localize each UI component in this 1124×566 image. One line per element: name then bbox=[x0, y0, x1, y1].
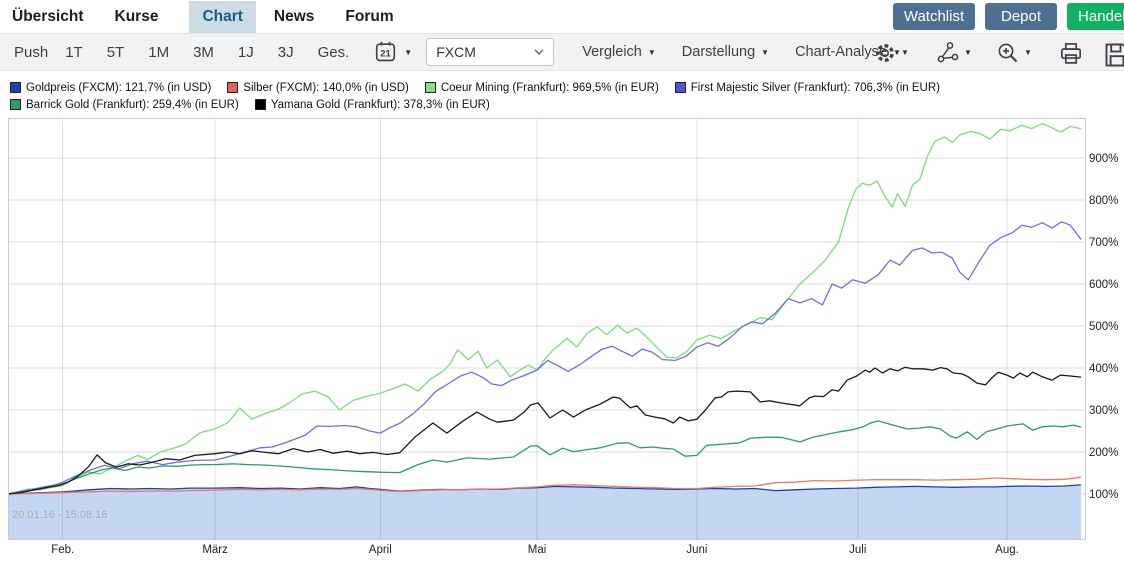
period-1m[interactable]: 1M bbox=[148, 43, 170, 61]
nav-item-forum[interactable]: Forum bbox=[345, 7, 394, 25]
performance-chart-canvas: 900% 800% 700% 600% 500% 400% 300% 200% 100% Feb.… bbox=[7, 118, 1118, 556]
svg-text:800%: 800% bbox=[1089, 195, 1118, 207]
chevron-down-icon bbox=[534, 49, 544, 55]
legend-label: First Majestic Silver (Frankfurt): 706,3… bbox=[690, 81, 940, 94]
svg-text:Juli: Juli bbox=[849, 544, 866, 556]
period-1j[interactable]: 1J bbox=[237, 43, 254, 61]
exchange-select[interactable]: FXCM bbox=[426, 38, 555, 66]
svg-text:500%: 500% bbox=[1089, 321, 1118, 333]
performance-chart: 900% 800% 700% 600% 500% 400% 300% 200% 100% Feb.… bbox=[0, 118, 1124, 561]
period-ges[interactable]: Ges. bbox=[317, 43, 350, 61]
legend-label: Barrick Gold (Frankfurt): 259,4% (in EUR… bbox=[26, 98, 239, 111]
svg-text:600%: 600% bbox=[1089, 279, 1118, 291]
settings-gear-icon[interactable] bbox=[873, 41, 897, 69]
legend-label: Coeur Mining (Frankfurt): 969,5% (in EUR… bbox=[440, 81, 659, 94]
chevron-down-icon[interactable]: ▼ bbox=[901, 48, 909, 57]
coeur-swatch bbox=[424, 82, 436, 93]
svg-text:400%: 400% bbox=[1089, 363, 1118, 375]
legend-row-2: Barrick Gold (Frankfurt): 259,4% (in EUR… bbox=[10, 96, 940, 113]
svg-text:20.01.16 - 15.08.16: 20.01.16 - 15.08.16 bbox=[12, 509, 107, 521]
chevron-down-icon: ▼ bbox=[404, 47, 413, 57]
darstellung-label: Darstellung bbox=[681, 44, 756, 60]
darstellung-menu[interactable]: Darstellung ▼ bbox=[682, 44, 769, 60]
chevron-down-icon: ▼ bbox=[892, 47, 901, 57]
legend-item-yamana-gold[interactable]: Yamana Gold (Frankfurt): 378,3% (in EUR) bbox=[254, 98, 490, 111]
chevron-down-icon[interactable]: ▼ bbox=[964, 48, 972, 57]
vergleich-menu[interactable]: Vergleich ▼ bbox=[582, 44, 656, 60]
nav-item-kurse[interactable]: Kurse bbox=[114, 7, 159, 25]
period-3m[interactable]: 3M bbox=[193, 43, 214, 61]
indicators-share-icon[interactable] bbox=[936, 41, 960, 69]
first-majestic-swatch bbox=[674, 82, 686, 93]
goldpreis-swatch bbox=[10, 82, 21, 93]
zoom-in-icon[interactable] bbox=[996, 41, 1020, 69]
period-1t[interactable]: 1T bbox=[65, 43, 83, 61]
print-icon[interactable] bbox=[1058, 41, 1084, 70]
legend-label: Goldpreis (FXCM): 121,7% (in USD) bbox=[26, 81, 212, 94]
legend-label: Yamana Gold (Frankfurt): 378,3% (in EUR) bbox=[270, 98, 490, 111]
svg-text:700%: 700% bbox=[1089, 237, 1118, 249]
period-5t[interactable]: 5T bbox=[106, 43, 125, 61]
svg-text:April: April bbox=[369, 544, 392, 556]
legend-row-1: Goldpreis (FXCM): 121,7% (in USD) Silber… bbox=[10, 79, 940, 96]
legend-label: Silber (FXCM): 140,0% (in USD) bbox=[243, 81, 409, 94]
svg-text:21: 21 bbox=[381, 49, 392, 60]
date-picker[interactable]: 21 ▼ bbox=[373, 40, 412, 64]
yamana-swatch bbox=[254, 99, 266, 110]
legend-item-barrick-gold[interactable]: Barrick Gold (Frankfurt): 259,4% (in EUR… bbox=[10, 99, 239, 111]
svg-text:100%: 100% bbox=[1089, 489, 1118, 501]
chevron-down-icon: ▼ bbox=[761, 47, 770, 57]
svg-text:Juni: Juni bbox=[686, 544, 707, 556]
chevron-down-icon: ▼ bbox=[647, 47, 656, 57]
push-toggle[interactable]: Push bbox=[14, 43, 49, 61]
nav-item-news[interactable]: News bbox=[273, 7, 315, 25]
nav-item-uebersicht[interactable]: Übersicht bbox=[12, 7, 84, 25]
svg-text:200%: 200% bbox=[1089, 447, 1118, 459]
exchange-select-value: FXCM bbox=[436, 44, 476, 60]
barrick-swatch bbox=[10, 99, 21, 110]
svg-text:300%: 300% bbox=[1089, 405, 1118, 417]
svg-text:Feb.: Feb. bbox=[51, 544, 74, 556]
watchlist-button[interactable]: Watchlist bbox=[893, 3, 975, 30]
svg-text:Aug.: Aug. bbox=[995, 544, 1019, 556]
period-3j[interactable]: 3J bbox=[277, 43, 294, 61]
legend-item-goldpreis[interactable]: Goldpreis (FXCM): 121,7% (in USD) bbox=[10, 82, 211, 94]
chevron-down-icon[interactable]: ▼ bbox=[1024, 48, 1032, 57]
handeln-button[interactable]: Handeln bbox=[1067, 3, 1124, 30]
legend-item-coeur-mining[interactable]: Coeur Mining (Frankfurt): 969,5% (in EUR… bbox=[424, 81, 659, 94]
vergleich-label: Vergleich bbox=[582, 44, 642, 60]
chart-analyse-label: Chart-Analyse bbox=[795, 44, 887, 60]
legend-item-first-majestic[interactable]: First Majestic Silver (Frankfurt): 706,3… bbox=[674, 81, 940, 94]
chart-toolbar: Push 1T 5T 1M 3M 1J 3J Ges. 21 ▼ FXCM Ve… bbox=[0, 33, 1124, 71]
svg-text:März: März bbox=[202, 544, 228, 556]
svg-text:900%: 900% bbox=[1089, 153, 1118, 165]
calendar-icon: 21 bbox=[376, 41, 396, 62]
save-icon[interactable] bbox=[1102, 41, 1124, 73]
chart-analyse-menu[interactable]: Chart-Analyse ▼ bbox=[795, 44, 901, 60]
silber-swatch bbox=[227, 82, 239, 93]
legend-item-silber[interactable]: Silber (FXCM): 140,0% (in USD) bbox=[227, 82, 409, 94]
svg-text:Mai: Mai bbox=[528, 544, 547, 556]
nav-item-chart-active[interactable]: Chart bbox=[189, 0, 256, 33]
depot-button[interactable]: Depot bbox=[985, 3, 1057, 30]
chart-legend: Goldpreis (FXCM): 121,7% (in USD) Silber… bbox=[10, 79, 940, 113]
